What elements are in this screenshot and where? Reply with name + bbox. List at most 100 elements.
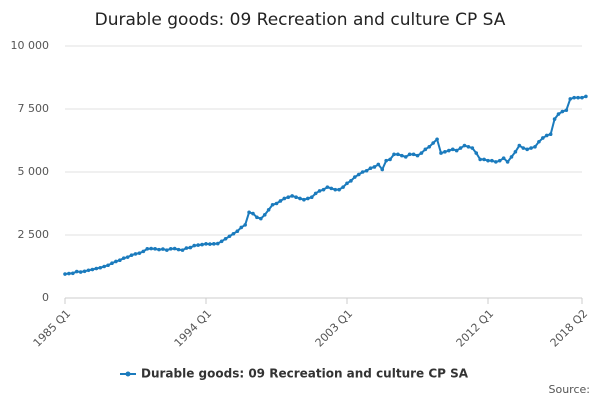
- point: [486, 158, 490, 163]
- point: [298, 196, 302, 201]
- point: [286, 195, 291, 199]
- point: [541, 136, 545, 140]
- point: [63, 272, 67, 276]
- point: [321, 187, 326, 192]
- point: [239, 225, 244, 230]
- point: [192, 243, 197, 248]
- point: [270, 202, 275, 207]
- point: [110, 261, 114, 266]
- point: [474, 151, 479, 155]
- point: [137, 251, 142, 255]
- point: [231, 231, 236, 236]
- point: [102, 264, 106, 269]
- point: [552, 117, 557, 121]
- point: [313, 191, 318, 196]
- point: [74, 269, 79, 274]
- point: [243, 223, 247, 227]
- point: [392, 152, 396, 157]
- point: [106, 263, 110, 268]
- point: [337, 187, 341, 192]
- point: [454, 148, 459, 153]
- point: [133, 252, 138, 256]
- point: [129, 253, 134, 257]
- point: [345, 181, 349, 186]
- point: [513, 150, 518, 154]
- point: [423, 147, 428, 152]
- point: [435, 137, 439, 142]
- point: [200, 242, 204, 247]
- point: [572, 95, 576, 100]
- point: [368, 166, 373, 171]
- point: [278, 199, 283, 203]
- point: [168, 247, 173, 251]
- point: [333, 187, 338, 192]
- point: [294, 195, 298, 199]
- point: [497, 158, 502, 163]
- point: [537, 139, 541, 144]
- point: [157, 247, 161, 252]
- point: [533, 145, 537, 149]
- series-line: [64, 95, 587, 276]
- point: [329, 186, 334, 191]
- point: [443, 150, 447, 154]
- point: [478, 157, 482, 162]
- point: [274, 201, 279, 206]
- chart-title: Durable goods: 09 Recreation and culture…: [95, 10, 506, 30]
- point: [544, 133, 549, 138]
- point: [212, 242, 216, 246]
- point: [580, 95, 584, 100]
- y-tick-label: 10 000: [11, 39, 50, 52]
- point: [196, 243, 200, 247]
- x-tick-label: 2003 Q1: [313, 307, 356, 350]
- y-tick-label: 5 000: [18, 165, 50, 178]
- point: [86, 268, 91, 273]
- point: [411, 152, 416, 157]
- point: [529, 146, 533, 150]
- point: [165, 248, 169, 252]
- x-tick-label: 1985 Q1: [31, 307, 74, 350]
- point: [462, 143, 467, 148]
- point: [439, 151, 443, 155]
- point: [302, 197, 306, 202]
- point: [360, 170, 365, 174]
- point: [118, 258, 122, 263]
- point: [223, 236, 228, 241]
- point: [255, 215, 259, 220]
- point: [400, 153, 404, 158]
- point: [356, 172, 361, 177]
- point: [372, 165, 377, 169]
- point: [482, 157, 486, 162]
- point: [262, 213, 267, 217]
- point: [525, 147, 529, 152]
- point: [501, 156, 506, 160]
- point: [431, 141, 435, 145]
- point: [180, 248, 185, 252]
- point: [149, 246, 153, 251]
- point: [317, 189, 322, 193]
- y-tick-label: 7 500: [18, 102, 50, 115]
- point: [576, 95, 580, 100]
- point: [470, 146, 475, 150]
- point: [184, 246, 189, 250]
- point: [121, 256, 126, 260]
- point: [247, 210, 251, 215]
- point: [325, 185, 330, 189]
- point: [490, 158, 494, 163]
- point: [78, 270, 83, 274]
- point: [341, 185, 345, 189]
- point: [153, 247, 157, 251]
- legend-marker: [125, 371, 131, 377]
- point: [266, 208, 271, 212]
- point: [282, 196, 287, 201]
- point: [419, 151, 424, 155]
- point: [353, 175, 357, 179]
- point: [568, 97, 573, 101]
- point: [227, 234, 232, 239]
- point: [403, 155, 408, 159]
- point: [560, 109, 565, 114]
- point: [125, 255, 130, 259]
- point: [458, 146, 463, 150]
- point: [517, 143, 522, 148]
- x-tick-label: 2018 Q2: [548, 307, 591, 350]
